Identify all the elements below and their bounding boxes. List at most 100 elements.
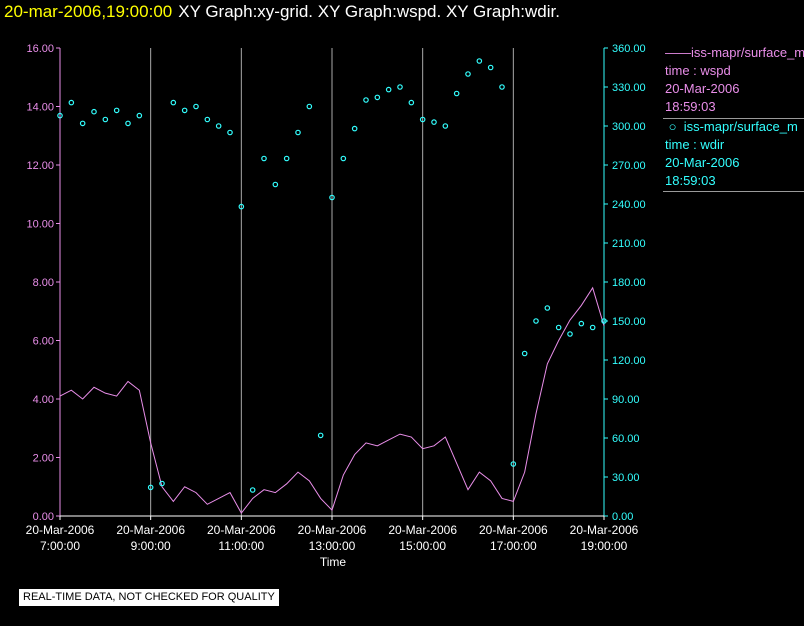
marker-wdir	[193, 103, 199, 110]
marker-wdir	[510, 461, 517, 467]
x-tick-date: 20-Mar-2006	[479, 523, 548, 537]
marker-wdir	[521, 350, 528, 357]
legend-wdir-time: 18:59:03	[665, 173, 716, 188]
y-left-tick-label: 2.00	[33, 453, 54, 465]
y-left-tick-label: 10.00	[26, 219, 54, 231]
marker-wdir	[397, 84, 403, 90]
marker-wdir	[261, 155, 267, 162]
marker-wdir	[601, 318, 607, 324]
marker-wdir	[431, 119, 437, 125]
marker-wdir	[306, 103, 313, 110]
legend-entry-wdir: ○ iss-mapr/surface_m time : wdir 20-Mar-…	[663, 118, 804, 190]
marker-wdir	[204, 116, 211, 123]
marker-wdir	[533, 318, 539, 324]
marker-wdir	[136, 112, 143, 119]
title-bar: 20-mar-2006,19:00:00 XY Graph:xy-grid. XY…	[0, 0, 804, 26]
marker-wdir	[283, 155, 290, 162]
qc-notice-badge: REAL-TIME DATA, NOT CHECKED FOR QUALITY	[19, 589, 279, 606]
y-right-tick-label: 330.00	[612, 82, 646, 94]
marker-wdir	[578, 320, 585, 327]
y-right-tick-label: 210.00	[612, 238, 646, 250]
marker-wdir	[113, 107, 120, 114]
marker-wdir	[340, 155, 347, 162]
legend-wdir-field: time : wdir	[665, 137, 725, 152]
marker-wdir	[363, 97, 369, 103]
legend-divider	[663, 118, 804, 119]
legend: ——iss-mapr/surface_m time : wspd 20-Mar-…	[663, 44, 804, 194]
marker-wdir	[68, 99, 75, 106]
y-left-tick-label: 14.00	[26, 102, 54, 114]
x-tick-time: 17:00:00	[490, 539, 537, 553]
y-left-tick-label: 6.00	[33, 336, 54, 348]
legend-wspd-name: ——iss-mapr/surface_m	[665, 45, 804, 60]
marker-wdir	[317, 432, 324, 439]
x-tick-date: 20-Mar-2006	[570, 523, 639, 537]
x-tick-time: 15:00:00	[399, 539, 446, 553]
marker-wdir	[453, 90, 460, 97]
y-right-tick-label: 240.00	[612, 199, 646, 211]
y-right-tick-label: 0.00	[612, 511, 633, 523]
marker-wdir	[374, 94, 381, 101]
x-tick-time: 13:00:00	[309, 539, 356, 553]
x-tick-time: 11:00:00	[218, 539, 264, 553]
marker-wdir	[102, 116, 109, 123]
marker-wdir	[238, 203, 245, 210]
marker-wdir	[555, 324, 562, 331]
x-tick-date: 20-Mar-2006	[26, 523, 95, 537]
y-right-tick-label: 30.00	[612, 472, 640, 484]
y-left-tick-label: 12.00	[26, 160, 54, 172]
marker-wdir	[408, 99, 415, 106]
y-right-tick-label: 120.00	[612, 355, 646, 367]
marker-wdir	[329, 194, 335, 201]
x-tick-date: 20-Mar-2006	[388, 523, 457, 537]
x-tick-time: 19:00:00	[581, 539, 628, 553]
title-timestamp: 20-mar-2006,19:00:00	[4, 2, 173, 21]
marker-wdir	[215, 123, 222, 129]
marker-wdir	[227, 129, 233, 136]
marker-wdir	[272, 181, 279, 188]
marker-wdir	[442, 123, 449, 129]
y-right-tick-label: 300.00	[612, 121, 646, 133]
marker-wdir	[465, 71, 471, 77]
y-left-tick-label: 0.00	[33, 511, 54, 523]
marker-wdir	[385, 86, 392, 93]
legend-wspd-date: 20-Mar-2006	[665, 81, 740, 96]
marker-wdir	[544, 305, 551, 311]
marker-wdir	[419, 116, 426, 123]
x-tick-date: 20-Mar-2006	[116, 523, 185, 537]
y-left-tick-label: 8.00	[33, 277, 54, 289]
marker-wdir	[351, 125, 358, 132]
x-tick-date: 20-Mar-2006	[207, 523, 276, 537]
marker-wdir	[170, 99, 177, 106]
y-left-tick-label: 16.00	[26, 43, 54, 55]
y-right-tick-label: 360.00	[612, 43, 646, 55]
y-left-tick-label: 4.00	[33, 394, 54, 406]
x-tick-time: 9:00:00	[131, 539, 171, 553]
marker-wdir	[567, 331, 573, 337]
y-right-tick-label: 150.00	[612, 316, 646, 328]
x-axis-label: Time	[320, 555, 347, 569]
x-tick-date: 20-Mar-2006	[298, 523, 367, 537]
marker-wdir	[181, 107, 188, 114]
marker-wdir	[487, 64, 494, 71]
marker-wdir	[249, 487, 256, 493]
series-line-wspd	[59, 286, 605, 514]
legend-wspd-field: time : wspd	[665, 63, 731, 78]
title-graphs: XY Graph:xy-grid. XY Graph:wspd. XY Grap…	[178, 2, 560, 21]
legend-divider-bottom	[663, 191, 804, 192]
marker-wdir	[589, 324, 596, 331]
legend-wdir-date: 20-Mar-2006	[665, 155, 740, 170]
x-tick-time: 7:00:00	[40, 539, 80, 553]
legend-entry-wspd: ——iss-mapr/surface_m time : wspd 20-Mar-…	[663, 44, 804, 116]
marker-wdir	[91, 108, 97, 115]
y-right-tick-label: 180.00	[612, 277, 646, 289]
marker-wdir	[79, 120, 86, 127]
marker-wdir	[57, 112, 63, 119]
marker-wdir	[295, 129, 301, 136]
legend-wspd-time: 18:59:03	[665, 99, 716, 114]
marker-wdir	[499, 84, 505, 90]
marker-wdir	[147, 484, 154, 491]
marker-wdir	[476, 58, 483, 64]
y-right-tick-label: 90.00	[612, 394, 640, 406]
